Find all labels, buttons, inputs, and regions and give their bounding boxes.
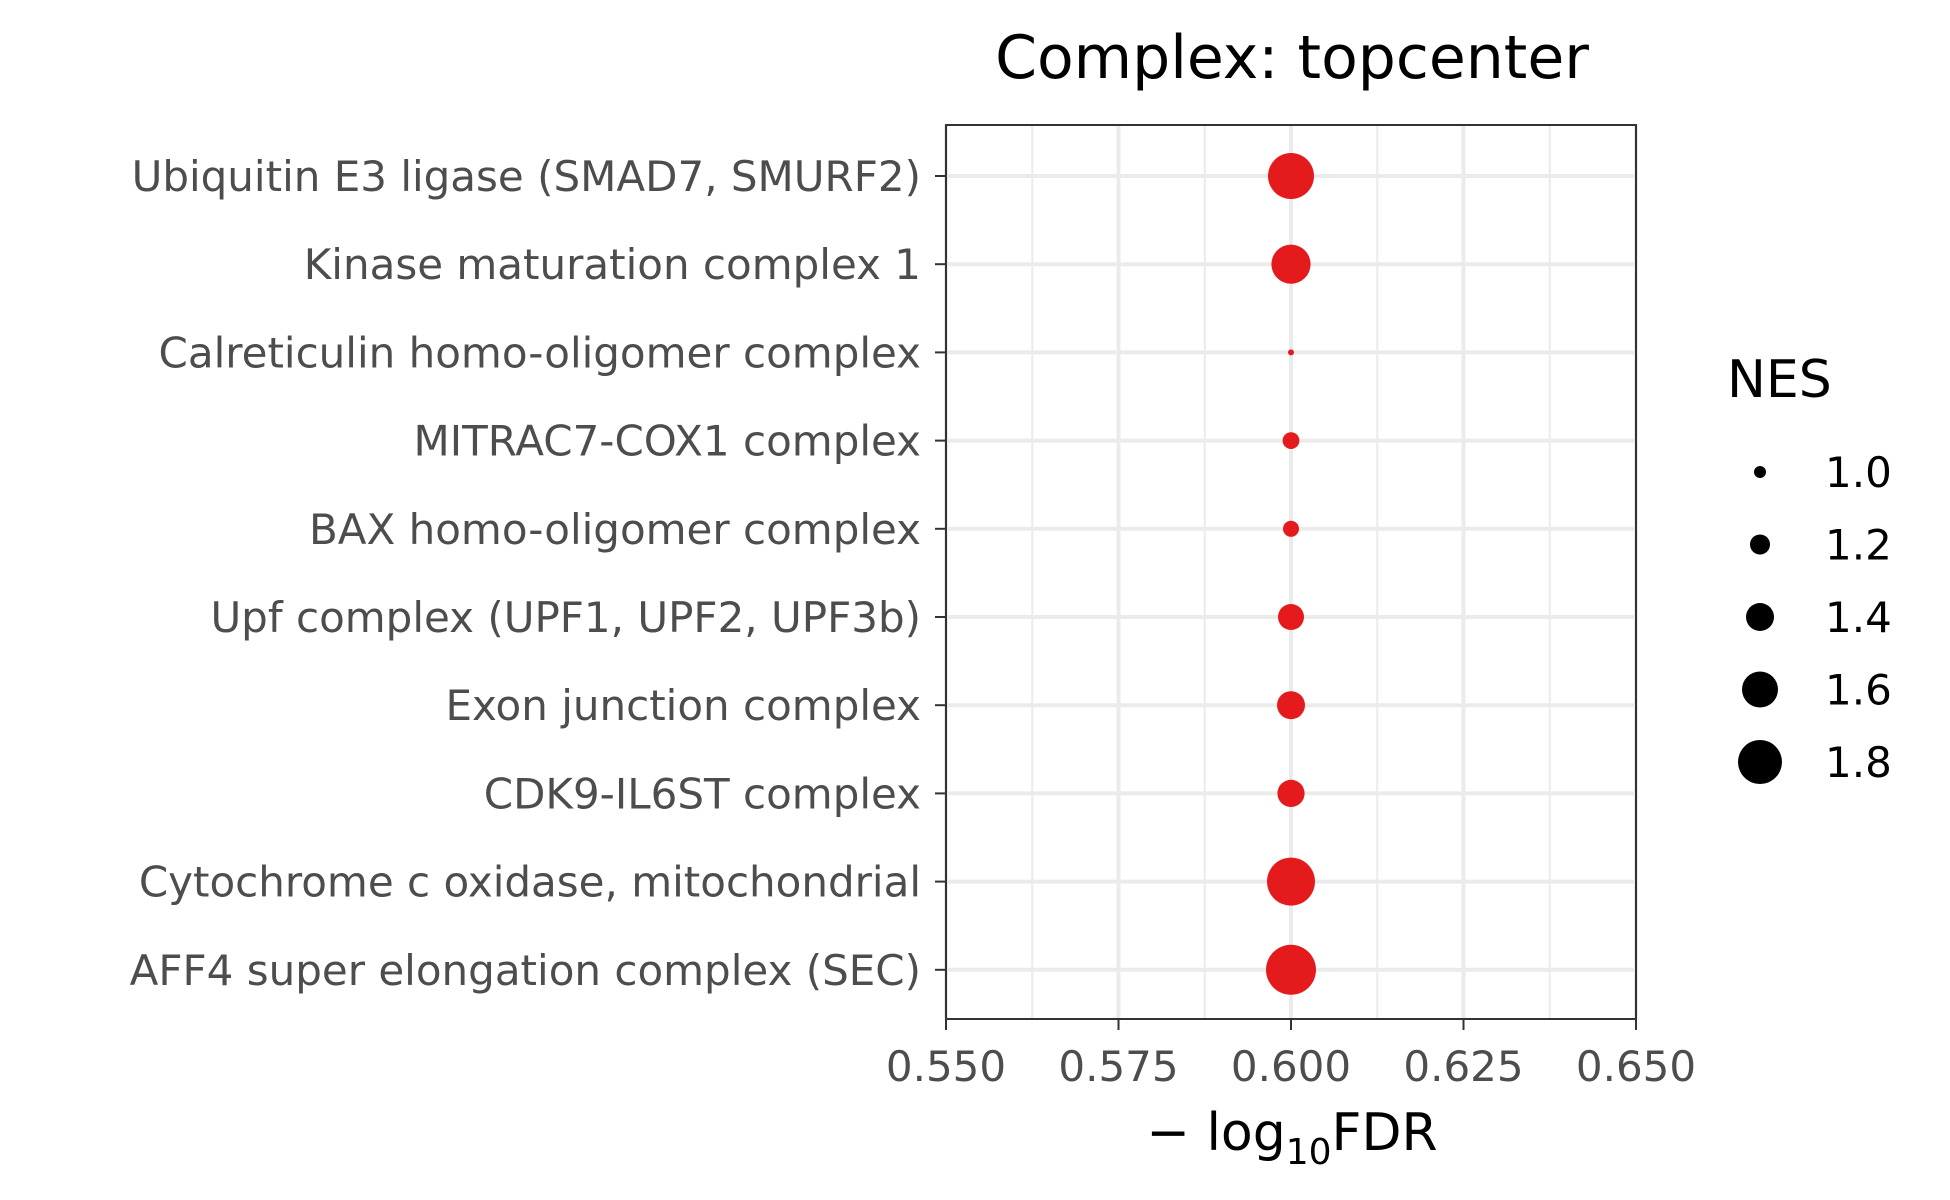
- data-point: [1277, 691, 1305, 720]
- legend-key: [1746, 603, 1774, 631]
- chart-title: Complex: topcenter: [995, 23, 1589, 93]
- legend-key: [1742, 671, 1778, 708]
- x-tick-label: 0.550: [886, 1042, 1006, 1091]
- y-tick-label: BAX homo-oligomer complex: [309, 505, 921, 554]
- y-axis: Ubiquitin E3 ligase (SMAD7, SMURF2) Kinas…: [130, 152, 946, 995]
- y-tick-label: Cytochrome c oxidase, mitochondrial: [139, 858, 921, 907]
- y-tick-label: Upf complex (UPF1, UPF2, UPF3b): [210, 593, 921, 642]
- legend-key: [1750, 534, 1770, 555]
- legend: 1.0 1.2 1.4 1.6 1.8: [1738, 448, 1892, 787]
- legend-label: 1.6: [1825, 666, 1892, 715]
- data-point: [1288, 349, 1294, 356]
- y-tick-label: Exon junction complex: [445, 681, 921, 730]
- y-tick-label: MITRAC7-COX1 complex: [414, 417, 922, 466]
- y-tick-label: CDK9-IL6ST complex: [484, 769, 921, 818]
- legend-title: NES: [1727, 350, 1832, 410]
- x-tick-label: 0.650: [1576, 1042, 1696, 1091]
- data-point: [1266, 944, 1316, 995]
- data-point: [1278, 604, 1304, 630]
- x-axis: 0.550 0.575 0.600 0.625 0.650: [886, 1019, 1696, 1091]
- legend-key: [1738, 740, 1782, 784]
- data-point: [1277, 779, 1305, 808]
- data-point: [1282, 432, 1300, 449]
- x-axis-label-prefix: − log: [1146, 1103, 1285, 1163]
- legend-label: 1.2: [1825, 521, 1892, 570]
- x-tick-label: 0.625: [1403, 1042, 1523, 1091]
- legend-label: 1.0: [1825, 448, 1892, 497]
- x-tick-label: 0.575: [1058, 1042, 1178, 1091]
- x-tick-label: 0.600: [1231, 1042, 1351, 1091]
- legend-key: [1754, 466, 1766, 478]
- x-axis-label: − log10FDR: [1146, 1103, 1437, 1173]
- data-points: [1266, 153, 1316, 995]
- legend-label: 1.8: [1825, 738, 1892, 787]
- data-point: [1267, 857, 1315, 906]
- data-point: [1283, 520, 1299, 537]
- y-tick-label: Calreticulin homo-oligomer complex: [159, 328, 921, 377]
- y-tick-label: Kinase maturation complex 1: [304, 240, 921, 289]
- data-point: [1271, 244, 1311, 284]
- data-point: [1268, 153, 1314, 199]
- x-axis-label-subscript: 10: [1286, 1132, 1332, 1173]
- y-tick-label: Ubiquitin E3 ligase (SMAD7, SMURF2): [132, 152, 921, 201]
- legend-label: 1.4: [1825, 593, 1892, 642]
- x-axis-label-suffix: FDR: [1332, 1103, 1438, 1163]
- y-tick-label: AFF4 super elongation complex (SEC): [130, 946, 921, 995]
